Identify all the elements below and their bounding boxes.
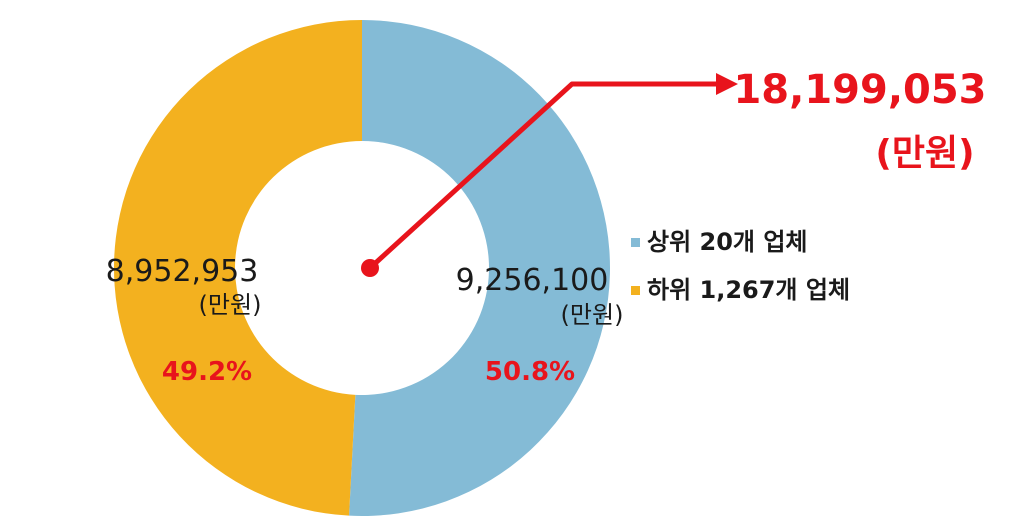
upper-unit-label: (만원) xyxy=(561,301,624,329)
lower-unit-label: (만원) xyxy=(199,291,262,319)
callout-dot xyxy=(361,259,379,277)
legend-swatch-upper xyxy=(631,238,640,247)
donut-slices xyxy=(113,20,610,516)
legend: 상위 20개 업체 하위 1,267개 업체 xyxy=(631,228,850,304)
callout-line xyxy=(368,81,718,270)
upper-value-label: 9,256,100 xyxy=(456,263,609,298)
upper-percent-label: 50.8% xyxy=(485,357,575,387)
lower-value-label: 8,952,953 xyxy=(106,254,259,289)
legend-label-upper: 상위 20개 업체 xyxy=(647,228,808,256)
legend-label-lower: 하위 1,267개 업체 xyxy=(647,276,850,304)
legend-swatch-lower xyxy=(631,286,640,295)
callout-arrowhead xyxy=(716,73,738,95)
total-callout xyxy=(361,73,738,277)
slice-upper-20 xyxy=(349,20,610,516)
slice-lower-1267 xyxy=(113,20,362,516)
lower-percent-label: 49.2% xyxy=(162,357,252,387)
total-value: 18,199,053 xyxy=(733,67,986,113)
total-unit: (만원) xyxy=(875,133,974,174)
